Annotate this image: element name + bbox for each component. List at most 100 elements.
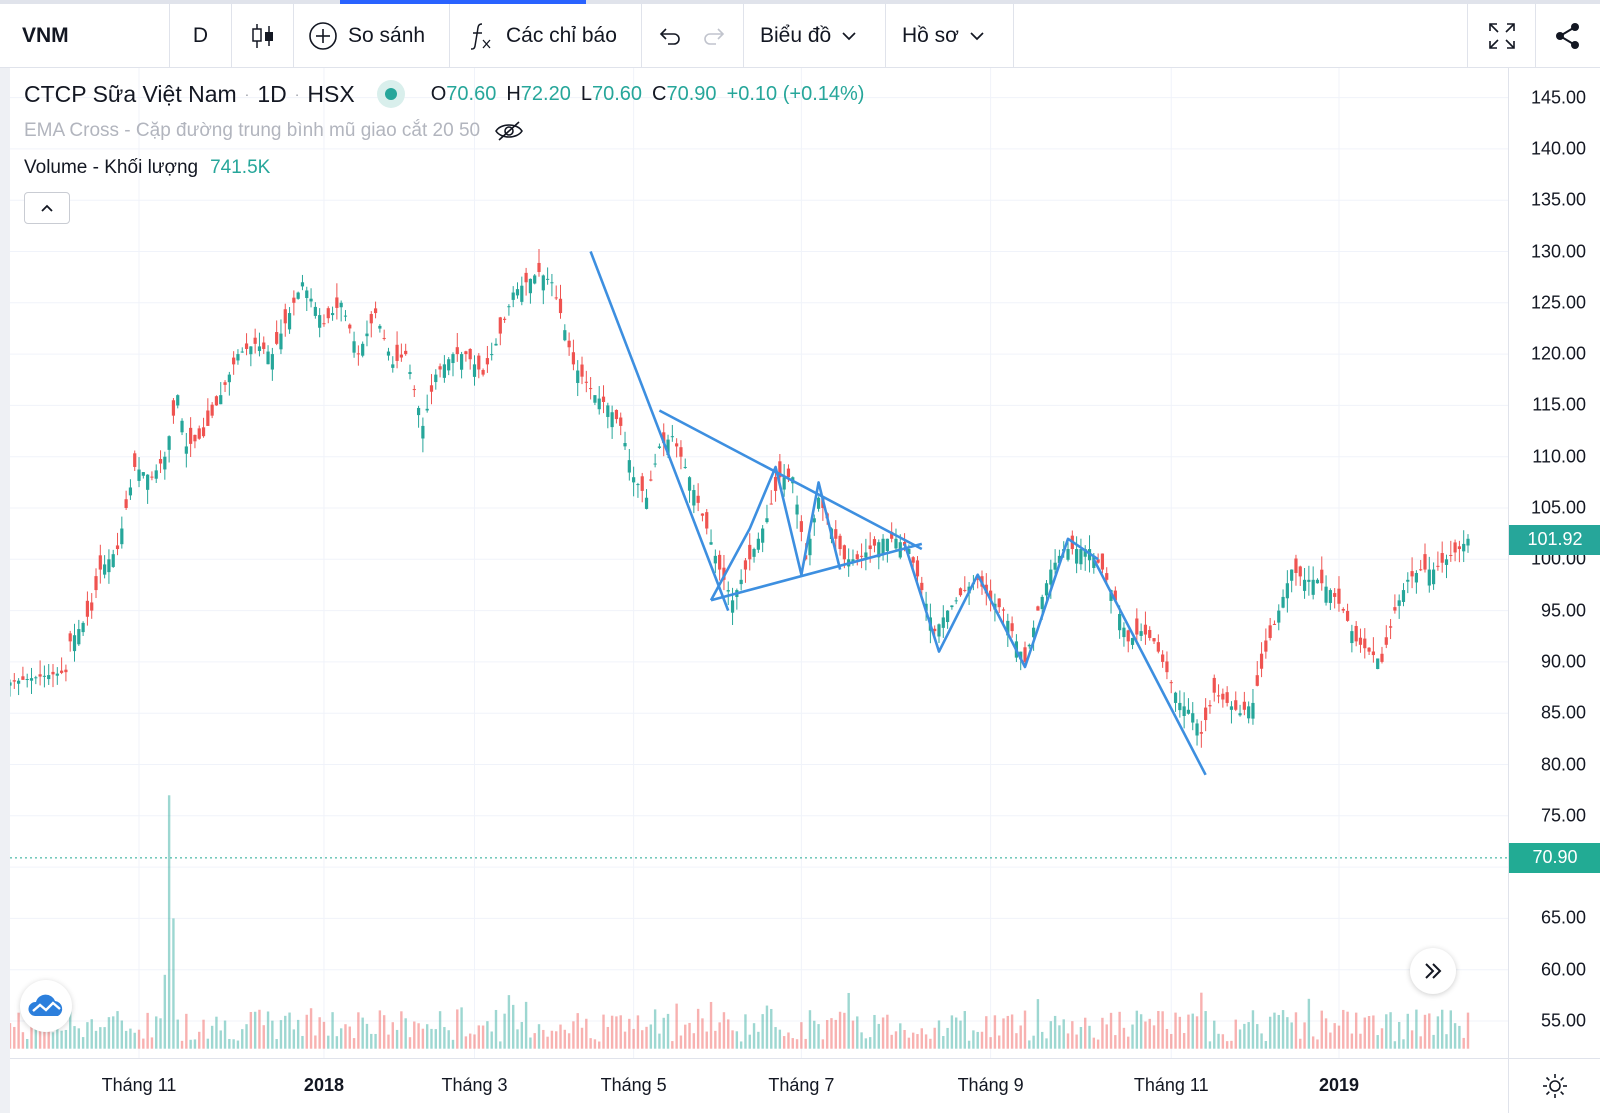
candle-body — [201, 427, 206, 437]
volume-bar — [215, 1016, 218, 1049]
candle-body — [485, 358, 489, 365]
volume-bar — [653, 1009, 657, 1049]
volume-bar — [1268, 1016, 1272, 1049]
legend-exchange: HSX — [307, 80, 355, 107]
volume-bar — [1204, 1011, 1207, 1049]
chart-svg — [8, 68, 1508, 1058]
volume-bar — [430, 1028, 433, 1049]
undo-icon[interactable] — [658, 26, 682, 46]
candle-body — [1229, 706, 1234, 710]
candle-body — [584, 381, 588, 383]
symbol-search-button[interactable]: VNM — [0, 3, 170, 68]
ema-legend-row[interactable]: EMA Cross - Cặp đường trung bình mũ giao… — [24, 116, 864, 146]
open-value: 70.60 — [446, 82, 497, 105]
candle-body — [1462, 543, 1466, 552]
collapse-legend-button[interactable] — [24, 192, 70, 224]
candle-body — [1449, 555, 1453, 557]
chart-menu-button[interactable]: Biểu đồ — [744, 3, 886, 68]
candle-body — [1100, 553, 1105, 570]
candle-body — [1384, 637, 1388, 645]
volume-bar — [249, 1012, 253, 1049]
volume-bar — [1170, 1033, 1173, 1049]
candle-body — [1234, 700, 1238, 710]
compare-button[interactable]: So sánh — [294, 3, 450, 68]
candle-body — [537, 262, 541, 273]
interval-button[interactable]: D — [170, 3, 232, 68]
legend-interval: 1D — [257, 80, 287, 107]
profile-menu-button[interactable]: Hồ sơ — [886, 3, 1014, 68]
candle-body — [249, 346, 253, 355]
share-button[interactable] — [1536, 4, 1600, 68]
volume-bar — [1028, 1040, 1031, 1049]
candle-body — [425, 408, 429, 411]
candle-body — [1096, 559, 1100, 563]
scroll-to-realtime-button[interactable] — [1410, 948, 1456, 994]
time-tick-label: Tháng 11 — [1133, 1075, 1209, 1095]
volume-bar — [507, 995, 511, 1049]
candle-body — [644, 497, 649, 509]
candle-body — [503, 318, 507, 320]
candle-body — [1277, 610, 1281, 623]
candle-body — [133, 453, 137, 467]
volume-bar — [1127, 1036, 1130, 1049]
volume-bar — [146, 1012, 149, 1049]
candle-body — [279, 333, 283, 350]
volume-bar — [942, 1036, 945, 1049]
volume-bar — [550, 1030, 554, 1049]
time-tick-label: Tháng 5 — [600, 1075, 667, 1095]
volume-bar — [598, 1041, 601, 1049]
settings-corner[interactable] — [1508, 1058, 1600, 1113]
candle-body — [718, 554, 722, 570]
volume-bar — [1032, 1035, 1035, 1049]
volume-bar — [563, 1029, 567, 1049]
fullscreen-button[interactable] — [1468, 3, 1536, 68]
hidden-eye-icon[interactable] — [494, 120, 524, 142]
chart-plot-area[interactable] — [8, 68, 1508, 1058]
chart-legend: CTCP Sữa Việt Nam · 1D · HSX O70.60 H72.… — [24, 78, 864, 224]
time-axis[interactable]: Tháng 11 2018 Tháng 3 Tháng 5 Tháng 7 Tháng 9… — [10, 1058, 1508, 1113]
price-tick-label: 95.00 — [1540, 600, 1586, 621]
close-key: C — [652, 82, 667, 105]
candle-body — [601, 396, 606, 402]
tradingview-logo-button[interactable] — [20, 980, 72, 1032]
candle-body — [907, 549, 911, 555]
volume-bar — [296, 1019, 300, 1049]
volume-bar — [602, 1014, 605, 1049]
price-tick-label: 135.00 — [1530, 189, 1586, 210]
candle-body — [911, 557, 915, 563]
volume-legend-row[interactable]: Volume - Khối lượng 741.5K — [24, 152, 864, 184]
volume-bar — [180, 1040, 184, 1049]
candle-body — [1466, 538, 1470, 546]
volume-bar — [413, 1021, 416, 1049]
volume-bar — [1294, 1012, 1298, 1049]
candle-body — [275, 332, 279, 344]
candle-body — [490, 354, 494, 356]
candle-body — [915, 560, 920, 577]
candle-body — [176, 395, 180, 406]
volume-bar — [1131, 1024, 1134, 1049]
redo-icon[interactable] — [702, 26, 726, 46]
candle-body — [580, 364, 584, 377]
volume-bar — [787, 1032, 790, 1049]
volume-bar — [387, 1034, 390, 1049]
volume-bar — [1152, 1025, 1156, 1049]
double-chevron-right-icon — [1425, 963, 1442, 979]
price-axis[interactable]: 145.00 140.00 135.00 130.00 125.00 120.00 115.… — [1508, 68, 1600, 1058]
volume-bar — [253, 1011, 257, 1049]
candle-body — [223, 382, 227, 385]
volume-bar — [327, 1035, 330, 1049]
close-value: 70.90 — [666, 82, 717, 105]
candle-body — [404, 350, 408, 355]
volume-bar — [868, 1037, 872, 1049]
candle-body — [687, 477, 692, 491]
chart-type-button[interactable] — [232, 3, 294, 68]
volume-bar — [1187, 1014, 1190, 1049]
market-status-indicator[interactable] — [376, 80, 405, 108]
volume-bar — [245, 1024, 248, 1049]
volume-bar — [284, 1015, 287, 1049]
candle-body — [726, 590, 730, 592]
candle-body — [120, 528, 124, 545]
volume-bar — [404, 1018, 407, 1049]
volume-bar — [124, 1030, 128, 1049]
indicators-button[interactable]: Các chỉ báo — [450, 3, 642, 68]
